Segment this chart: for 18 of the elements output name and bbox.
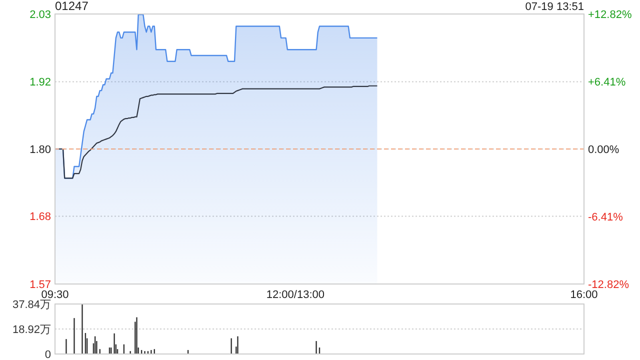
y-tick-label: 18.92万 [12, 324, 51, 336]
y-tick-label: 2.03 [30, 8, 51, 21]
x-tick-label: 16:00 [570, 289, 598, 301]
y-tick-label: 1.92 [30, 76, 51, 89]
y-tick-label: 0 [44, 348, 51, 360]
y2-tick-label: +12.82% [588, 8, 632, 21]
y-tick-label: 1.68 [30, 211, 51, 224]
text: 07-19 13:51 [525, 1, 584, 13]
chart-title: 01247 [55, 0, 89, 13]
y-tick-label: 37.84万 [12, 298, 51, 311]
y-tick-label: 1.57 [30, 278, 51, 291]
y-tick-label: 1.80 [30, 144, 51, 156]
x-tick-label: 09:30 [41, 289, 69, 301]
x-tick-label: 12:00/13:00 [266, 289, 325, 301]
y2-tick-label: -12.82% [588, 278, 630, 291]
y2-tick-label: 0.00% [588, 144, 620, 156]
y2-tick-label: -6.41% [588, 211, 624, 224]
y2-tick-label: +6.41% [588, 76, 626, 88]
